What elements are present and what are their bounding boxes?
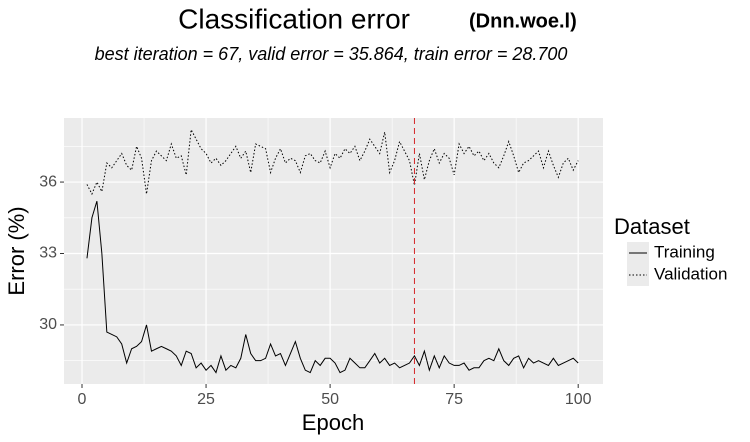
legend-title: Dataset — [614, 214, 690, 239]
y-axis-title: Error (%) — [4, 206, 29, 295]
series-line — [86, 127, 579, 196]
y-tick-label: 30 — [39, 316, 57, 333]
legend-label: Validation — [654, 264, 727, 283]
legend-key — [627, 264, 649, 286]
x-axis-title: Epoch — [302, 410, 364, 435]
chart-title-tag: (Dnn.woe.l) — [469, 10, 577, 32]
chart-title: Classification error — [178, 3, 410, 34]
chart-subtitle: best iteration = 67, valid error = 35.86… — [95, 44, 568, 64]
x-tick-label: 0 — [78, 391, 87, 408]
series-line — [86, 200, 579, 374]
x-tick-label: 75 — [445, 391, 463, 408]
panel — [64, 118, 603, 384]
x-tick-label: 100 — [565, 391, 592, 408]
y-tick-label: 36 — [39, 173, 57, 190]
x-tick-label: 50 — [321, 391, 339, 408]
x-tick-label: 25 — [197, 391, 215, 408]
y-tick-label: 33 — [39, 245, 57, 262]
legend-label: Training — [654, 242, 715, 261]
